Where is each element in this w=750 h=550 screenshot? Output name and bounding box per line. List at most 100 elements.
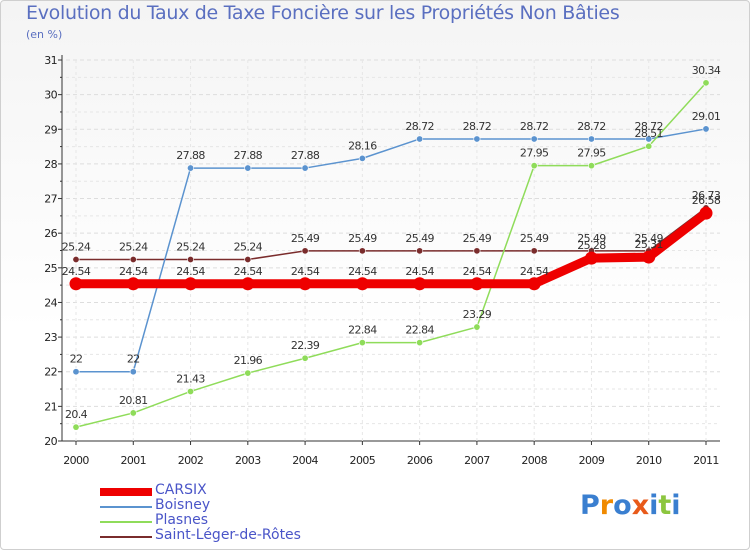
- x-tick-label: 2003: [235, 454, 261, 467]
- data-point-carsix: [470, 277, 484, 291]
- data-point-carsix: [241, 277, 255, 291]
- data-label-carsix: 24.54: [291, 265, 320, 278]
- data-point-carsix: [642, 250, 656, 264]
- data-label-plasnes: 22.84: [405, 324, 434, 337]
- y-tick-label: 24: [44, 296, 57, 309]
- x-tick-label: 2000: [63, 454, 89, 467]
- legend-label: Saint-Léger-de-Rôtes: [155, 527, 301, 543]
- y-tick-label: 20: [44, 435, 57, 448]
- data-point-plasnes: [587, 162, 595, 170]
- data-point-saint-leger-de-rotes: [129, 256, 137, 264]
- data-point-carsix: [584, 251, 598, 265]
- data-label-boisney: 28.72: [634, 120, 663, 133]
- data-point-saint-leger-de-rotes: [244, 256, 252, 264]
- x-tick-label: 2004: [292, 454, 318, 467]
- data-label-plasnes: 21.43: [176, 372, 205, 385]
- data-label-plasnes: 27.95: [577, 147, 606, 160]
- logo-letter: i: [671, 490, 681, 521]
- data-point-boisney: [244, 164, 252, 172]
- logo-letter: o: [613, 490, 632, 521]
- y-tick-label: 28: [44, 158, 57, 171]
- legend-label: Boisney: [155, 497, 211, 513]
- y-tick-label: 27: [44, 193, 57, 206]
- x-tick-label: 2002: [178, 454, 204, 467]
- y-tick-label: 21: [44, 400, 57, 413]
- chart-title: Evolution du Taux de Taxe Foncière sur l…: [26, 2, 620, 24]
- data-point-carsix: [298, 277, 312, 291]
- logo-letter: r: [599, 490, 614, 521]
- data-label-boisney: 28.72: [463, 120, 492, 133]
- legend-label: CARSIX: [155, 482, 207, 498]
- data-point-plasnes: [702, 79, 710, 87]
- data-point-carsix: [527, 277, 541, 291]
- data-label-saint-leger-de-rotes: 25.49: [634, 232, 663, 245]
- data-label-saint-leger-de-rotes: 25.49: [577, 232, 606, 245]
- data-label-plasnes: 20.4: [65, 408, 88, 421]
- data-label-plasnes: 30.34: [692, 64, 721, 77]
- line-chart: 20 21 22 23 24 25 26 27 28 29 30 31 2000 2001 2002 2003…: [44, 54, 721, 467]
- data-label-boisney: 28.16: [348, 139, 377, 152]
- series-layer: [69, 79, 713, 431]
- data-point-plasnes: [187, 387, 195, 395]
- data-label-plasnes: 22.84: [348, 324, 377, 337]
- data-label-saint-leger-de-rotes: 25.49: [291, 232, 320, 245]
- x-tick-label: 2008: [521, 454, 547, 467]
- logo-letter: i: [649, 490, 659, 521]
- data-label-plasnes: 28.51: [634, 127, 663, 140]
- data-point-carsix: [126, 277, 140, 291]
- data-label-saint-leger-de-rotes: 25.49: [463, 232, 492, 245]
- data-point-boisney: [645, 135, 653, 143]
- y-tick-label: 26: [44, 227, 57, 240]
- data-label-boisney: 28.72: [520, 120, 549, 133]
- data-label-saint-leger-de-rotes: 25.24: [119, 241, 148, 254]
- data-point-plasnes: [72, 423, 80, 431]
- data-label-plasnes: 22.39: [291, 339, 320, 352]
- data-point-saint-leger-de-rotes: [187, 256, 195, 264]
- data-point-carsix: [413, 277, 427, 291]
- data-label-saint-leger-de-rotes: 26.73: [692, 189, 721, 202]
- x-tick-label: 2001: [120, 454, 146, 467]
- data-point-plasnes: [129, 409, 137, 417]
- data-label-boisney: 28.72: [405, 120, 434, 133]
- data-point-plasnes: [416, 339, 424, 347]
- data-label-boisney: 27.88: [291, 149, 320, 162]
- x-tick-label: 2006: [407, 454, 433, 467]
- y-tick-label: 22: [44, 366, 57, 379]
- legend-swatch: [100, 521, 152, 523]
- data-label-boisney: 22: [127, 353, 140, 366]
- data-point-saint-leger-de-rotes: [530, 247, 538, 255]
- data-point-boisney: [72, 368, 80, 376]
- data-point-plasnes: [530, 162, 538, 170]
- data-label-plasnes: 21.96: [234, 354, 263, 367]
- data-point-carsix: [184, 277, 198, 291]
- data-label-carsix: 25.31: [634, 238, 663, 251]
- data-label-carsix: 24.54: [520, 265, 549, 278]
- x-tick-label: 2005: [350, 454, 376, 467]
- data-point-carsix: [355, 277, 369, 291]
- data-point-saint-leger-de-rotes: [358, 247, 366, 255]
- legend-swatch: [100, 488, 152, 496]
- data-point-boisney: [187, 164, 195, 172]
- y-tick-label: 31: [44, 54, 57, 67]
- data-label-carsix: 24.54: [119, 265, 148, 278]
- data-label-saint-leger-de-rotes: 25.24: [176, 241, 205, 254]
- legend-swatch: [100, 536, 152, 538]
- data-point-carsix: [699, 206, 713, 220]
- data-point-plasnes: [358, 339, 366, 347]
- data-point-boisney: [473, 135, 481, 143]
- data-point-boisney: [416, 135, 424, 143]
- data-label-plasnes: 20.81: [119, 394, 148, 407]
- data-label-plasnes: 23.29: [463, 308, 492, 321]
- data-label-saint-leger-de-rotes: 25.24: [62, 241, 91, 254]
- data-label-boisney: 27.88: [176, 149, 205, 162]
- data-label-carsix: 26.58: [692, 194, 721, 207]
- series-line-saint-leger-de-rotes: [75, 207, 707, 261]
- proxiti-logo: Proxiti: [580, 490, 681, 521]
- data-point-plasnes: [301, 354, 309, 362]
- data-label-saint-leger-de-rotes: 25.24: [234, 241, 263, 254]
- data-point-boisney: [587, 135, 595, 143]
- series-line-carsix: [71, 208, 711, 289]
- legend-label: Plasnes: [155, 512, 208, 528]
- data-point-boisney: [530, 135, 538, 143]
